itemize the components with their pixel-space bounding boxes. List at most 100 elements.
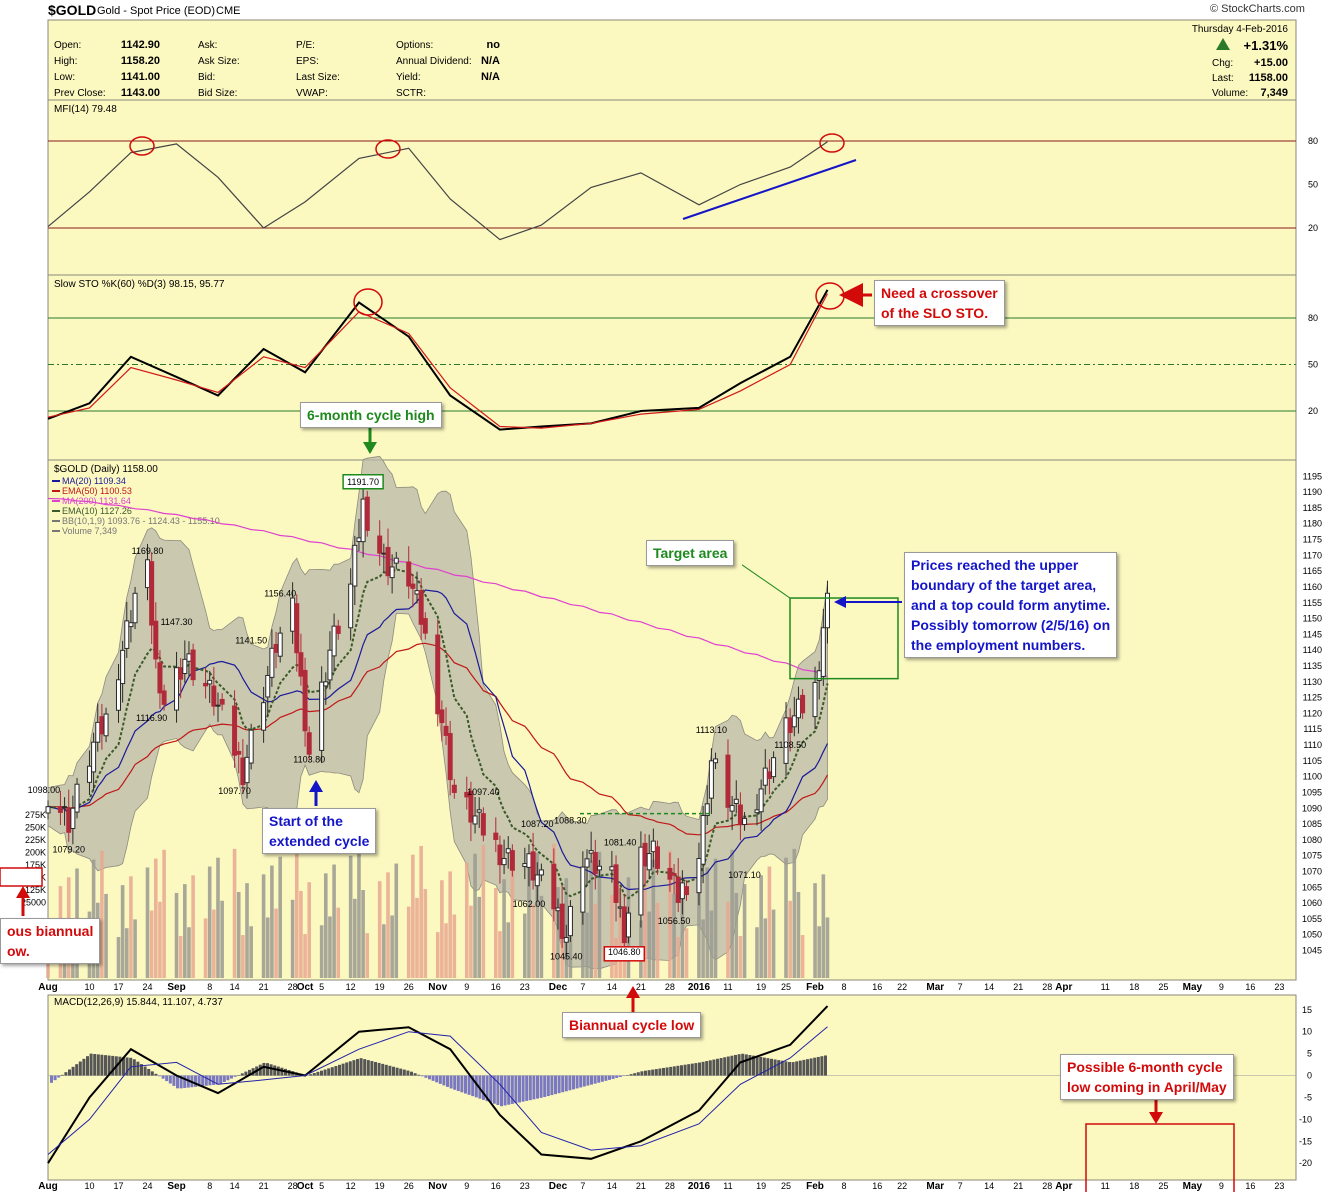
histogram-bar: [798, 1060, 802, 1076]
quote-label: Low:: [54, 72, 75, 83]
histogram-bar: [593, 1075, 597, 1084]
histogram-bar: [694, 1063, 698, 1076]
volume-bar: [676, 937, 681, 978]
histogram-bar: [824, 1055, 827, 1076]
histogram-bar: [802, 1059, 806, 1076]
histogram-bar: [334, 1065, 338, 1076]
quote-label: EPS:: [296, 56, 319, 67]
candle-body: [530, 851, 536, 881]
histogram-bar: [276, 1066, 280, 1076]
histogram-bar: [518, 1075, 521, 1103]
histogram-bar: [446, 1075, 449, 1087]
x-tick-label: 22: [897, 1181, 907, 1191]
x-tick-label: 25: [1158, 982, 1168, 992]
ytick-label: 1130: [1303, 677, 1322, 687]
histogram-bar: [791, 1062, 795, 1076]
panel-mfi: [47, 99, 1297, 276]
x-tick-label: 24: [143, 982, 153, 992]
ytick-label: 1055: [1302, 914, 1322, 924]
down-arrow-icon: [363, 442, 377, 454]
histogram-bar: [348, 1061, 352, 1076]
highlight-circle: [375, 139, 401, 159]
candle-body: [319, 681, 325, 751]
x-tick-label: 21: [636, 982, 646, 992]
histogram-bar: [730, 1055, 734, 1076]
x-tick-label: 9: [1219, 1181, 1224, 1191]
volume-bar: [817, 926, 821, 978]
volume-bar: [502, 879, 506, 978]
price-label: 1191.70: [347, 477, 379, 487]
ytick-label: 50: [1308, 180, 1318, 190]
histogram-bar: [705, 1061, 709, 1076]
price-label: 1147.30: [161, 617, 193, 627]
x-tick-label: 19: [756, 982, 766, 992]
volume-bar: [241, 935, 245, 978]
candle-body: [526, 853, 532, 868]
x-tick-label: 14: [607, 1181, 617, 1191]
ytick-label: -20: [1299, 1158, 1312, 1168]
candle-body: [509, 850, 515, 871]
x-tick-label: 10: [84, 1181, 94, 1191]
histogram-bar: [586, 1075, 590, 1086]
candle-body: [385, 546, 391, 577]
histogram-bar: [226, 1075, 230, 1081]
ytick-label: 80: [1308, 313, 1318, 323]
highlight-circle: [819, 133, 845, 153]
x-tick-label: May: [1183, 982, 1203, 993]
volume-bar: [440, 880, 444, 978]
candle-body: [323, 681, 329, 687]
volume-bar: [523, 913, 527, 978]
volume-bar: [788, 900, 792, 978]
quote-label: Open:: [54, 40, 81, 51]
ytick-label: 50: [1308, 360, 1318, 370]
ytick-label: 1135: [1303, 661, 1322, 671]
volume-bar: [249, 926, 253, 978]
volume-bar: [560, 930, 564, 978]
volume-bar: [294, 847, 299, 978]
x-tick-label: 16: [491, 982, 501, 992]
candle-body: [211, 685, 217, 707]
candle-body: [650, 840, 656, 853]
volume-bar: [713, 858, 718, 978]
candle-body: [725, 754, 731, 808]
volume-highlight-box: [0, 867, 43, 887]
x-tick-label: Nov: [428, 982, 447, 993]
quote-value: no: [487, 39, 501, 51]
candle-body: [609, 866, 615, 871]
candle-body: [364, 496, 370, 531]
volume-bar: [423, 889, 428, 978]
ytick-label: 1115: [1303, 724, 1322, 734]
volume-bar: [353, 898, 357, 978]
x-tick-label: 12: [346, 1181, 356, 1191]
quote-label: Last Size:: [296, 72, 340, 83]
histogram-bar: [532, 1075, 536, 1100]
histogram-bar: [420, 1075, 424, 1077]
histogram-bar: [590, 1075, 593, 1085]
x-tick-label: 8: [842, 1181, 847, 1191]
cycle-low-box: [1085, 1123, 1235, 1192]
volume-tick: 250K: [25, 823, 46, 833]
callout-start-extended: Start of the extended cycle: [262, 808, 377, 854]
candle-body: [70, 807, 76, 829]
histogram-bar: [356, 1058, 359, 1076]
candle-body: [74, 783, 80, 813]
down-arrow-icon: [1149, 1112, 1163, 1124]
candle-body: [679, 882, 685, 900]
ytick-label: 5: [1307, 1049, 1312, 1059]
histogram-bar: [82, 1058, 86, 1076]
candle-body: [389, 566, 395, 579]
candle-body: [153, 620, 159, 660]
histogram-bar: [507, 1075, 511, 1105]
histogram-bar: [676, 1065, 680, 1076]
histogram-bar: [485, 1075, 489, 1102]
candle-body: [120, 649, 126, 685]
quote-label: High:: [54, 56, 77, 67]
histogram-bar: [244, 1071, 248, 1076]
x-tick-label: May: [1183, 1181, 1203, 1192]
volume-bar: [800, 935, 805, 978]
callout-cycle-high: 6-month cycle high: [300, 402, 442, 428]
histogram-bar: [788, 1062, 791, 1076]
x-tick-label: 11: [1101, 982, 1110, 992]
bollinger-band: [47, 455, 828, 970]
candle-body: [57, 806, 63, 813]
